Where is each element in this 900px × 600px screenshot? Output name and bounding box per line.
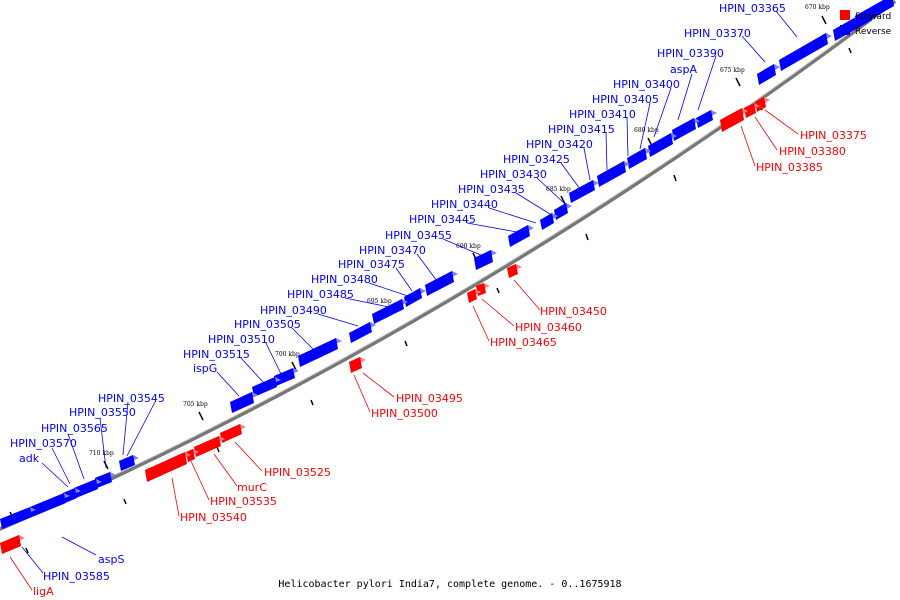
genome-backbone (0, 0, 897, 532)
gene-label: aspA (670, 63, 697, 76)
gene-label: HPIN_03425 (503, 153, 570, 166)
gene-label: adk (19, 452, 40, 465)
gene-label: HPIN_03370 (684, 27, 751, 40)
tick-label: 675 kbp (720, 67, 745, 74)
legend-forward-swatch (840, 10, 850, 20)
gene-label: HPIN_03380 (779, 145, 846, 158)
gene-label: ispG (193, 362, 217, 375)
gene-label: HPIN_03470 (359, 244, 426, 257)
gene-label: HPIN_03585 (43, 570, 110, 583)
legend: Forward Reverse (840, 10, 892, 37)
forward-gene-labels: HPIN_03375 HPIN_03380 HPIN_03385 HPIN_03… (33, 129, 867, 598)
axis-ticks (9, 15, 827, 521)
tick-label: 685 kbp (546, 186, 571, 193)
tick-label: 710 kbp (89, 450, 114, 457)
tick-label: 680 kbp (634, 127, 659, 134)
gene-label: HPIN_03450 (540, 305, 607, 318)
gene-label: HPIN_03540 (180, 511, 247, 524)
forward-genes (0, 97, 770, 554)
tick-label: 670 kbp (805, 4, 830, 11)
tick-label: 695 kbp (367, 298, 392, 305)
gene-label: HPIN_03455 (385, 229, 452, 242)
tick-label: 700 kbp (275, 351, 300, 358)
tick-label: 690 kbp (456, 243, 481, 250)
gene-label: HPIN_03525 (264, 466, 331, 479)
reverse-genes (0, 0, 895, 529)
gene-label: HPIN_03430 (480, 168, 547, 181)
legend-reverse-label: Reverse (855, 27, 892, 37)
gene-label: HPIN_03465 (490, 336, 557, 349)
tick-label: 705 kbp (183, 401, 208, 408)
tick-labels: 670 kbp 675 kbp 680 kbp 685 kbp 690 kbp … (89, 4, 830, 457)
gene-label: HPIN_03420 (526, 138, 593, 151)
legend-reverse-swatch (840, 25, 850, 35)
gene-label: HPIN_03415 (548, 123, 615, 136)
gene-label: ligA (33, 585, 54, 598)
gene-label: HPIN_03545 (98, 392, 165, 405)
gene-label: murC (237, 481, 267, 494)
gene-label: HPIN_03400 (613, 78, 680, 91)
legend-forward-label: Forward (855, 12, 891, 22)
gene-label: HPIN_03460 (515, 321, 582, 334)
gene-label: HPIN_03480 (311, 273, 378, 286)
genome-backbone-highlight (0, 0, 895, 528)
gene-label: HPIN_03365 (719, 2, 786, 15)
gene-label: HPIN_03570 (10, 437, 77, 450)
gene-label: HPIN_03410 (569, 108, 636, 121)
gene-label: HPIN_03550 (69, 406, 136, 419)
gene-label: HPIN_03505 (234, 318, 301, 331)
gene-label: HPIN_03515 (183, 348, 250, 361)
reverse-gene-labels: HPIN_03365 HPIN_03370 HPIN_03390 aspA HP… (10, 2, 786, 583)
gene-label: HPIN_03485 (287, 288, 354, 301)
gene-label: HPIN_03375 (800, 129, 867, 142)
gene-label: HPIN_03535 (210, 495, 277, 508)
gene-label: HPIN_03385 (756, 161, 823, 174)
gene-label: HPIN_03500 (371, 407, 438, 420)
gene-label: HPIN_03390 (657, 47, 724, 60)
gene-label: HPIN_03490 (260, 304, 327, 317)
gene-label: HPIN_03495 (396, 392, 463, 405)
gene-label: HPIN_03445 (409, 213, 476, 226)
gene-label: HPIN_03405 (592, 93, 659, 106)
gene-label: aspS (98, 553, 124, 566)
gene-label: HPIN_03440 (431, 198, 498, 211)
gene-label: HPIN_03510 (208, 333, 275, 346)
gene-label: HPIN_03565 (41, 422, 108, 435)
gene-label: HPIN_03435 (458, 183, 525, 196)
forward-leader-lines (9, 109, 799, 591)
gene-label: HPIN_03475 (338, 258, 405, 271)
reverse-leader-lines (21, 10, 798, 574)
map-caption: Helicobacter pylori India7, complete gen… (278, 579, 621, 590)
